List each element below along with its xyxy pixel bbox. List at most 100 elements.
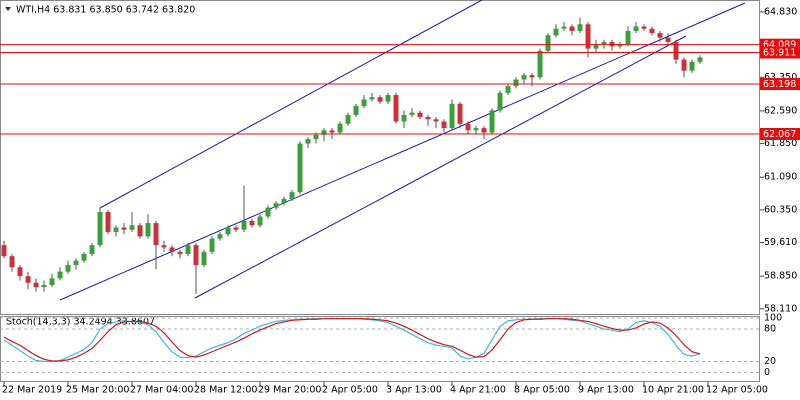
candle-body: [193, 245, 199, 266]
candle-body: [225, 227, 231, 235]
candle-body: [233, 227, 239, 230]
candle-body: [89, 245, 95, 255]
candle-body: [673, 41, 679, 60]
candle-body: [337, 123, 343, 133]
candle-body: [17, 267, 23, 277]
candle-body: [529, 75, 535, 78]
menu-arrow: [5, 7, 11, 11]
y-tick-label: 63.350: [764, 72, 797, 83]
candle-body: [161, 245, 167, 248]
level-tag: [760, 127, 800, 140]
candle-body: [249, 220, 255, 226]
candle-body: [313, 134, 319, 140]
level-label: 63.198: [763, 79, 796, 90]
candle-body: [497, 92, 503, 111]
candle-body: [329, 130, 335, 133]
candle-body: [97, 212, 103, 246]
candle-body: [297, 143, 303, 193]
candle-body: [1, 245, 7, 257]
x-tick-label: 3 Apr 13:00: [386, 385, 442, 396]
candle-body: [625, 30, 631, 45]
candle-body: [177, 251, 183, 255]
candle-body: [457, 103, 463, 124]
candle-body: [401, 114, 407, 122]
candle-body: [697, 57, 703, 62]
candle-body: [617, 44, 623, 47]
candle-body: [585, 24, 591, 49]
level-tag: [760, 78, 800, 91]
y-tick-label: 58.110: [764, 303, 797, 314]
stoch-pane: [0, 316, 760, 382]
candle-body: [137, 225, 143, 237]
candle-body: [209, 238, 215, 252]
candle-body: [569, 26, 575, 31]
stoch-tick-label: 0: [764, 367, 770, 378]
x-tick-label: 25 Mar 20:00: [66, 385, 129, 396]
stoch-title: Stoch(14,3,3) 34.2494 33.8607: [6, 317, 155, 328]
candle-body: [257, 216, 263, 226]
x-tick-label: 22 Mar 2019: [2, 385, 62, 396]
x-tick-label: 12 Apr 05:00: [706, 385, 768, 396]
candle-body: [505, 86, 511, 93]
candle-body: [345, 114, 351, 124]
level-tag: [760, 46, 800, 59]
y-tick-label: 60.350: [764, 204, 797, 215]
candle-body: [185, 245, 191, 255]
x-tick-label: 8 Apr 05:00: [514, 385, 570, 396]
candle-body: [105, 212, 111, 232]
candle-body: [121, 227, 127, 230]
candle-body: [33, 282, 39, 288]
y-tick-label: 61.850: [764, 138, 797, 149]
candle-body: [353, 106, 359, 115]
candle-body: [593, 44, 599, 49]
stoch-tick-label: 100: [764, 313, 782, 324]
channel-lower: [194, 35, 687, 299]
level-label: 63.911: [763, 48, 796, 59]
y-tick-label: 62.590: [764, 105, 797, 116]
stoch-tick-label: 20: [764, 356, 776, 367]
candle-body: [633, 26, 639, 31]
channel-upper: [99, 0, 483, 209]
candle-body: [689, 61, 695, 71]
candle-body: [433, 119, 439, 122]
candle-body: [425, 117, 431, 120]
x-tick-label: 2 Apr 05:00: [322, 385, 378, 396]
candle-body: [361, 99, 367, 107]
y-tick-label: 64.830: [764, 6, 797, 17]
candle-body: [321, 130, 327, 135]
candle-body: [657, 33, 663, 38]
candle-body: [465, 123, 471, 131]
candle-body: [145, 223, 151, 237]
candle-body: [217, 234, 223, 239]
candle-body: [153, 223, 159, 246]
candle-body: [41, 284, 47, 288]
candle-body: [513, 79, 519, 87]
candle-body: [665, 37, 671, 42]
x-tick-label: 9 Apr 13:00: [578, 385, 634, 396]
candle-body: [281, 198, 287, 204]
candle-body: [649, 28, 655, 34]
candle-body: [409, 112, 415, 115]
candle-body: [369, 97, 375, 100]
x-tick-label: 4 Apr 21:00: [450, 385, 506, 396]
candle-body: [681, 59, 687, 71]
y-tick-label: 58.850: [764, 271, 797, 282]
x-tick-label: 29 Mar 20:00: [258, 385, 321, 396]
candle-body: [537, 50, 543, 78]
candle-body: [81, 254, 87, 261]
candle-body: [113, 227, 119, 232]
candle-body: [441, 121, 447, 129]
candle-body: [489, 110, 495, 133]
candle-body: [521, 75, 527, 80]
candle-body: [377, 97, 383, 102]
candle-body: [417, 112, 423, 118]
candle-body: [57, 271, 63, 279]
chart-title: WTI,H4 63.831 63.850 63.742 63.820: [16, 5, 195, 16]
candle-body: [305, 139, 311, 144]
candle-body: [449, 103, 455, 129]
candle-body: [49, 278, 55, 285]
candle-body: [129, 225, 135, 230]
x-tick-label: 10 Apr 21:00: [642, 385, 704, 396]
